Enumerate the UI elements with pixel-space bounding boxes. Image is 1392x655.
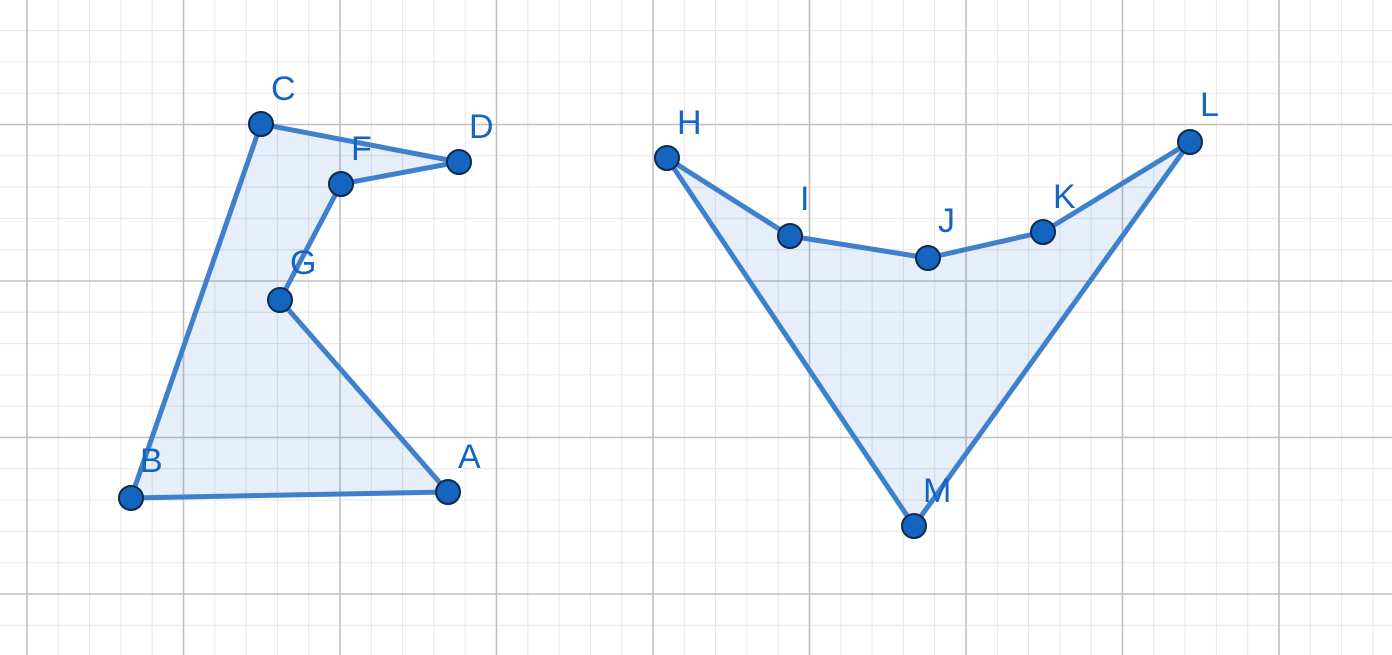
point-c[interactable] — [248, 111, 274, 137]
point-k[interactable] — [1030, 219, 1056, 245]
point-h[interactable] — [654, 145, 680, 171]
point-label-c: C — [271, 70, 296, 108]
point-label-i: I — [800, 180, 809, 218]
point-a[interactable] — [435, 479, 461, 505]
point-label-m: M — [923, 472, 951, 510]
point-l[interactable] — [1177, 129, 1203, 155]
point-label-h: H — [677, 104, 702, 142]
point-j[interactable] — [915, 245, 941, 271]
point-f[interactable] — [328, 171, 354, 197]
point-label-d: D — [469, 108, 494, 146]
point-g[interactable] — [267, 287, 293, 313]
points — [118, 111, 1203, 539]
point-label-g: G — [290, 244, 316, 282]
point-label-l: L — [1200, 86, 1219, 124]
polygon-1[interactable] — [128, 121, 462, 501]
polygons — [128, 121, 1193, 529]
point-label-f: F — [351, 130, 372, 168]
point-label-k: K — [1053, 178, 1076, 216]
point-b[interactable] — [118, 485, 144, 511]
point-i[interactable] — [777, 223, 803, 249]
point-d[interactable] — [446, 149, 472, 175]
point-label-j: J — [938, 202, 955, 240]
point-labels: A B C D F G H I J K L M — [140, 70, 1219, 510]
point-label-a: A — [458, 438, 481, 476]
point-m[interactable] — [901, 513, 927, 539]
point-label-b: B — [140, 442, 163, 480]
